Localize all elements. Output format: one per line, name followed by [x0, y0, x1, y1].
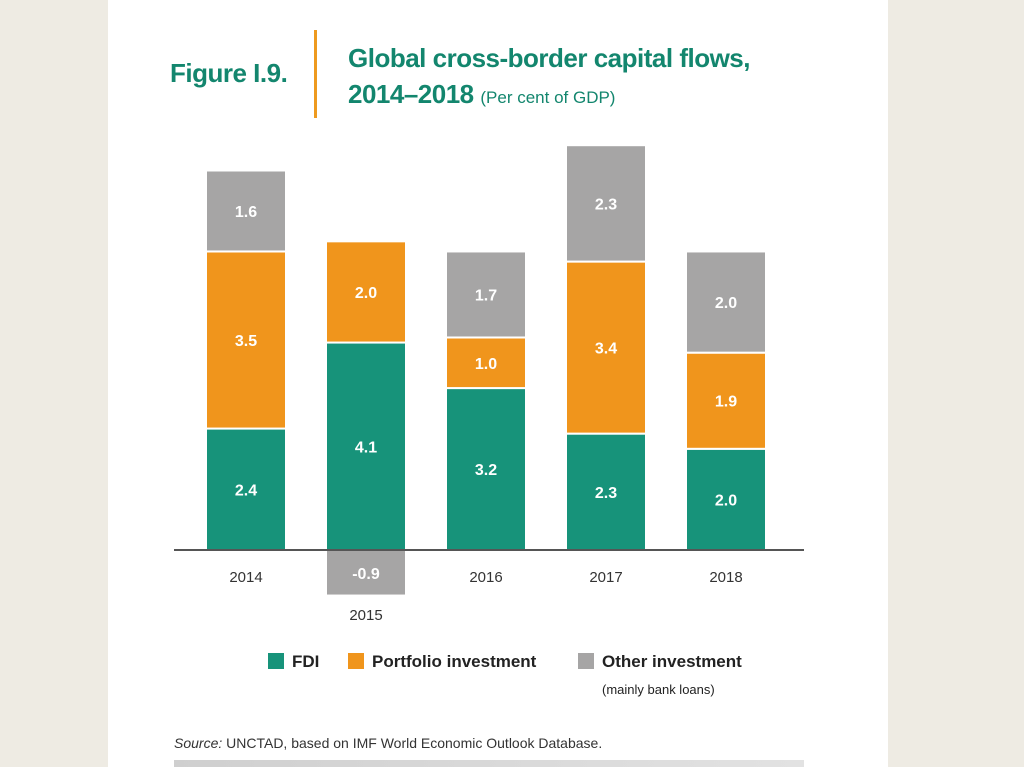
title-divider [314, 30, 317, 118]
data-label-2014-2: 1.6 [235, 204, 257, 221]
legend-label-portfolio-investment: Portfolio investment [372, 652, 537, 671]
chart-subtitle: (Per cent of GDP) [480, 88, 616, 107]
data-label-2016-2: 1.7 [475, 287, 497, 304]
chart-title-line1: Global cross-border capital flows, [348, 43, 750, 73]
x-tick-label-2016: 2016 [469, 569, 502, 586]
data-label-2017-0: 2.3 [595, 485, 617, 502]
x-tick-label-2018: 2018 [709, 569, 742, 586]
legend-swatch-other-investment [578, 653, 594, 669]
data-label-2015-0: 4.1 [355, 439, 377, 456]
figure-page: Figure I.9. Global cross-border capital … [108, 0, 888, 767]
figure-label: Figure I.9. [170, 58, 288, 88]
data-label-2017-2: 2.3 [595, 196, 617, 213]
data-label-2017-1: 3.4 [595, 341, 617, 358]
chart-title-line2: 2014–2018 [348, 79, 474, 109]
data-label-2018-0: 2.0 [715, 492, 737, 509]
x-tick-label-2017: 2017 [589, 569, 622, 586]
legend-label-other-investment: Other investment [602, 652, 742, 671]
data-label-2016-1: 1.0 [475, 356, 497, 373]
bar-fdi-2015 [325, 341, 407, 552]
x-tick-label-2015: 2015 [349, 607, 382, 624]
chart-title: Global cross-border capital flows, 2014–… [348, 40, 868, 112]
data-label-2014-1: 3.5 [235, 333, 257, 350]
data-label-2016-0: 3.2 [475, 462, 497, 479]
notes-cutoff [174, 760, 804, 767]
x-tick-label-2014: 2014 [229, 569, 262, 586]
bar-other-investment-2017 [565, 144, 647, 263]
bar-fdi-2018 [685, 447, 767, 551]
source-label: Source: [174, 735, 223, 751]
data-label-2015-2: -0.9 [352, 566, 380, 583]
stacked-bar-chart: 2.4 3.5 1.6 2014 4.1 2.0 -0.9 2015 3.2 1.0 1.7 2016… [174, 144, 804, 697]
source-note: Source: UNCTAD, based on IMF World Econo… [174, 735, 602, 751]
bar-fdi-2017 [565, 432, 647, 551]
bar-other-investment-2016 [445, 250, 527, 339]
legend-swatch-fdi [268, 653, 284, 669]
source-text: UNCTAD, based on IMF World Economic Outl… [226, 735, 603, 751]
legend-sublabel: (mainly bank loans) [602, 682, 715, 697]
bar-portfolio-investment-2014 [205, 250, 287, 430]
bar-other-investment-2014 [205, 169, 287, 253]
data-label-2018-1: 1.9 [715, 394, 737, 411]
data-label-2015-1: 2.0 [355, 285, 377, 302]
data-label-2014-0: 2.4 [235, 482, 257, 499]
data-label-2018-2: 2.0 [715, 295, 737, 312]
bar-other-investment-2018 [685, 250, 767, 354]
bar-fdi-2014 [205, 427, 287, 551]
bar-portfolio-investment-2017 [565, 260, 647, 435]
bar-portfolio-investment-2015 [325, 240, 407, 344]
legend-swatch-portfolio-investment [348, 653, 364, 669]
legend-label-fdi: FDI [292, 652, 319, 671]
